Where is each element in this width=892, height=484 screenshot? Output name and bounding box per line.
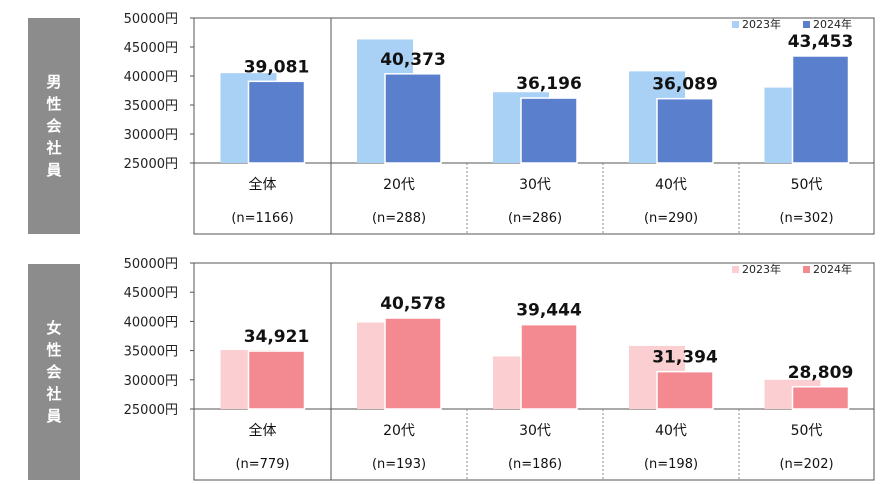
y-tick-label: 50000円 (124, 257, 178, 272)
y-tick-label: 35000円 (124, 99, 178, 114)
sample-size-label: (n=290) (644, 211, 698, 226)
category-label: 40代 (655, 423, 687, 439)
data-label-2024: 43,453 (788, 32, 854, 52)
legend-swatch-2024 (803, 266, 810, 273)
category-label: 全体 (249, 422, 277, 439)
legend-label-2023: 2023年 (742, 262, 781, 276)
bar-2024 (384, 73, 442, 164)
sample-size-label: (n=779) (235, 457, 289, 472)
side-label-char: 員 (46, 407, 62, 425)
y-tick-label: 45000円 (124, 41, 178, 56)
data-label-2024: 31,394 (652, 348, 718, 368)
y-tick-label: 30000円 (124, 128, 178, 143)
male-section-label-text: 男性会社員 (28, 71, 80, 181)
legend-swatch-2024 (803, 21, 810, 28)
legend-label-2024: 2024年 (813, 262, 852, 276)
data-label-2024: 39,444 (516, 301, 582, 321)
category-label: 50代 (791, 177, 823, 193)
bar-2024 (247, 350, 306, 410)
data-label-2024: 28,809 (788, 363, 854, 383)
y-tick-label: 40000円 (124, 315, 178, 330)
data-label-2024: 36,196 (516, 74, 582, 94)
sample-size-label: (n=288) (372, 211, 426, 226)
data-label-2024: 34,921 (244, 327, 310, 347)
y-tick-label: 50000円 (124, 12, 178, 27)
side-label-char: 性 (46, 95, 62, 113)
y-tick-label: 30000円 (124, 374, 178, 389)
sample-size-label: (n=198) (644, 457, 698, 472)
sample-size-label: (n=1166) (231, 211, 293, 226)
y-tick-label: 35000円 (124, 345, 178, 360)
side-label-char: 社 (46, 139, 62, 157)
category-label: 30代 (519, 177, 551, 193)
side-label-char: 女 (46, 319, 62, 337)
side-label-char: 性 (46, 341, 62, 359)
bar-2024 (656, 370, 714, 410)
bar-2024 (656, 97, 714, 164)
side-label-char: 員 (46, 161, 62, 179)
y-tick-label: 25000円 (124, 403, 178, 418)
y-tick-label: 25000円 (124, 157, 178, 172)
bar-2024 (520, 97, 578, 164)
plot-frame (193, 262, 875, 481)
category-label: 20代 (383, 177, 415, 193)
legend-swatch-2023 (732, 266, 739, 273)
bar-2024 (520, 323, 578, 410)
y-tick-label: 40000円 (124, 70, 178, 85)
sample-size-label: (n=202) (779, 457, 833, 472)
category-label: 40代 (655, 177, 687, 193)
category-label: 全体 (249, 176, 277, 193)
bar-2024 (791, 55, 850, 164)
side-label-char: 男 (46, 73, 62, 91)
sample-size-label: (n=286) (508, 211, 562, 226)
y-tick-label: 45000円 (124, 286, 178, 301)
plot-frame (193, 17, 875, 235)
data-label-2024: 40,578 (380, 294, 446, 314)
female-section-label: 女性会社員 (28, 264, 80, 480)
category-label: 30代 (519, 423, 551, 439)
side-label-char: 会 (46, 363, 62, 381)
category-label: 50代 (791, 423, 823, 439)
bar-2024 (791, 386, 850, 410)
sample-size-label: (n=193) (372, 457, 426, 472)
side-label-char: 社 (46, 385, 62, 403)
sample-size-label: (n=186) (508, 457, 562, 472)
bar-2024 (384, 317, 442, 410)
data-label-2024: 40,373 (380, 50, 446, 70)
side-label-char: 会 (46, 117, 62, 135)
legend-swatch-2023 (732, 21, 739, 28)
data-label-2024: 36,089 (652, 75, 718, 95)
male-section-label: 男性会社員 (28, 18, 80, 234)
bar-2024 (247, 80, 306, 164)
sample-size-label: (n=302) (779, 211, 833, 226)
data-label-2024: 39,081 (244, 57, 310, 77)
category-label: 20代 (383, 423, 415, 439)
female-section-label-text: 女性会社員 (28, 317, 80, 427)
legend-label-2023: 2023年 (742, 17, 781, 31)
legend-label-2024: 2024年 (813, 17, 852, 31)
